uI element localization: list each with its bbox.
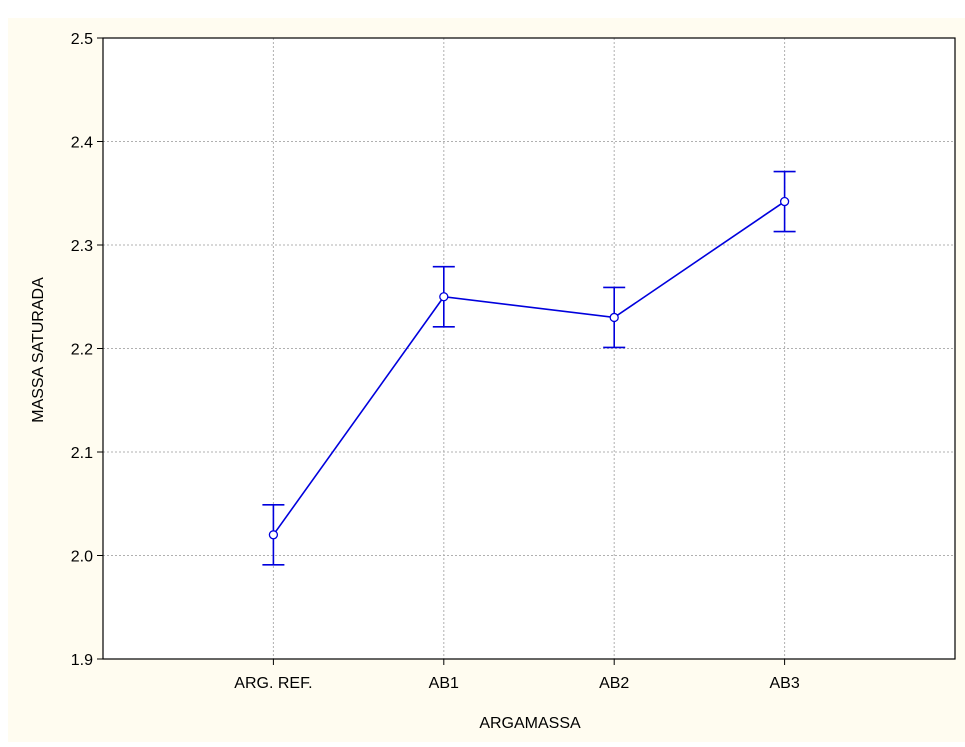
y-tick-label: 2.4 (71, 135, 93, 152)
y-tick-label: 2.5 (71, 31, 93, 48)
data-point (609, 312, 619, 323)
x-axis-label: ARGAMASSA (479, 715, 581, 732)
y-tick-label: 2.2 (71, 342, 93, 359)
y-tick-label: 2.0 (71, 549, 93, 566)
y-tick-label: 2.3 (71, 238, 93, 255)
x-tick-label: AB1 (429, 675, 459, 692)
x-axis-ticks: ARG. REF. AB1 AB2 AB3 (234, 659, 800, 692)
y-tick-label: 2.1 (71, 445, 93, 462)
x-tick-label: AB3 (769, 675, 799, 692)
x-tick-label: AB2 (599, 675, 629, 692)
series-group (262, 170, 796, 566)
y-axis-ticks: 1.9 2.0 2.1 2.2 2.3 2.4 2.5 (71, 31, 103, 669)
y-tick-label: 1.9 (71, 652, 93, 669)
data-point (779, 196, 790, 207)
data-point (268, 530, 279, 540)
x-tick-label: ARG. REF. (234, 675, 312, 692)
series-line (272, 200, 786, 536)
y-axis-label: MASSA SATURADA (30, 277, 47, 423)
data-point (439, 292, 449, 302)
